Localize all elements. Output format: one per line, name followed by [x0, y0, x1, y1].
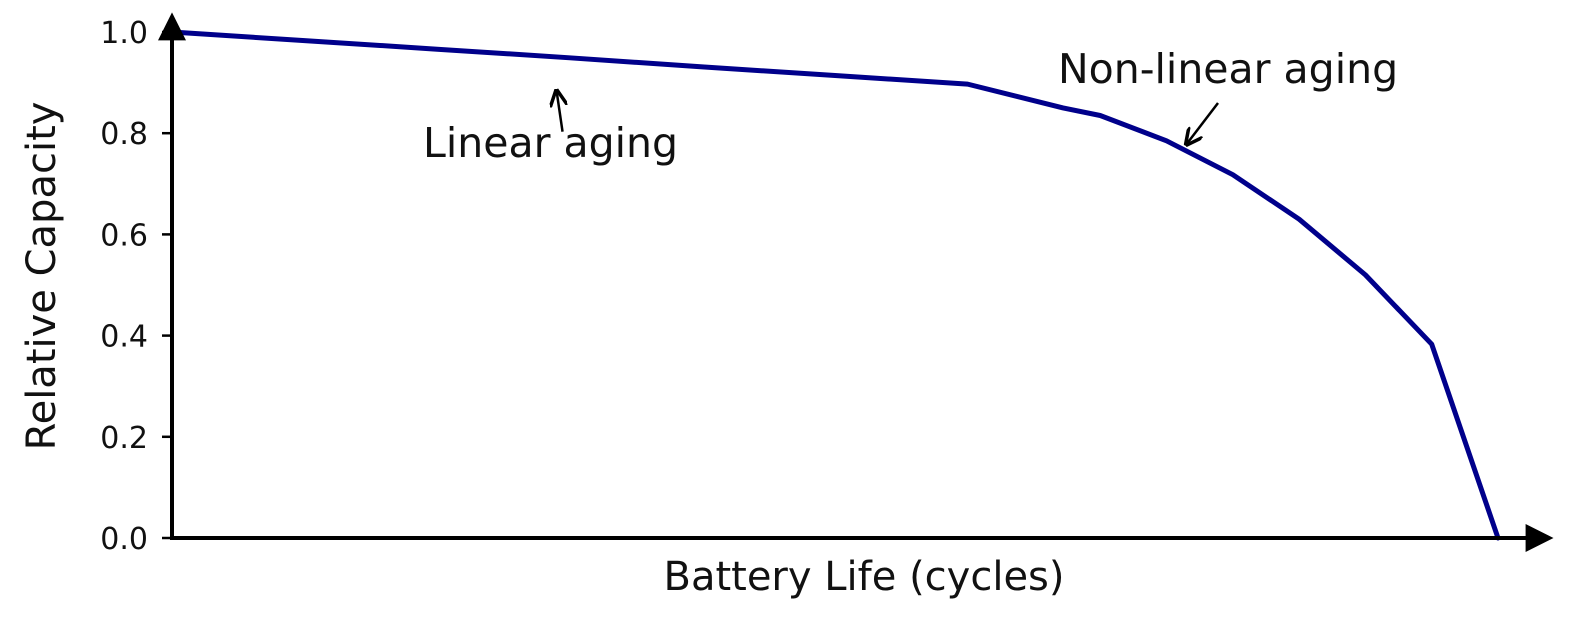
- y-axis-ticks: 0.0 0.2 0.4 0.6 0.8 1.0: [100, 16, 172, 557]
- annotation-arrow-linear: [557, 91, 563, 132]
- y-tick-label: 0.4: [100, 320, 148, 355]
- series-line: [169, 29, 1501, 541]
- y-tick-label: 0.0: [100, 522, 148, 557]
- annotation-label-nonlinear: Non-linear aging: [1058, 45, 1398, 93]
- y-axis-label: Relative Capacity: [19, 102, 65, 451]
- annotation-linear-aging: Linear aging: [423, 91, 678, 167]
- y-tick-label: 0.2: [100, 421, 148, 456]
- y-tick-label: 0.6: [100, 218, 148, 253]
- annotation-label-linear: Linear aging: [423, 119, 678, 167]
- annotation-non-linear-aging: Non-linear aging: [1058, 45, 1398, 144]
- y-tick-label: 1.0: [100, 16, 148, 51]
- y-tick-label: 0.8: [100, 117, 148, 152]
- x-axis-label: Battery Life (cycles): [664, 554, 1065, 600]
- annotation-arrow-nonlinear: [1186, 102, 1219, 144]
